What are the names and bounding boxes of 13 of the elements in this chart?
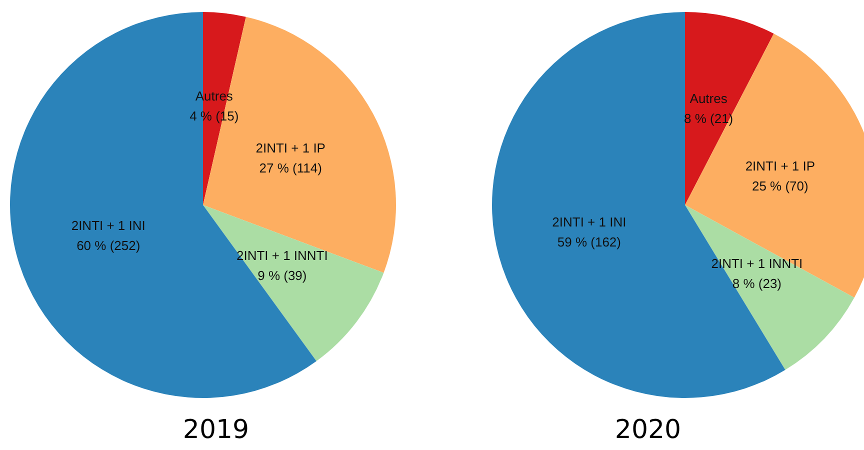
slice-label: 2INTI + 1 INI: [71, 218, 146, 234]
slice-label: 2INTI + 1 INI: [552, 214, 626, 230]
data-label: 60 % (252): [76, 238, 140, 254]
data-label: 59 % (162): [557, 234, 621, 250]
data-label: 9 % (39): [258, 268, 307, 283]
data-label: 8 % (23): [732, 276, 782, 292]
slice-label: 2INTI + 1 IP: [256, 140, 326, 156]
slice-label: Autres: [690, 90, 728, 106]
slice-label: 2INTI + 1 IP: [745, 158, 816, 174]
data-label: 25 % (70): [752, 178, 808, 194]
text: 2020: [614, 415, 682, 445]
data-label: 27 % (114): [259, 160, 322, 176]
text: 2019: [182, 415, 250, 445]
